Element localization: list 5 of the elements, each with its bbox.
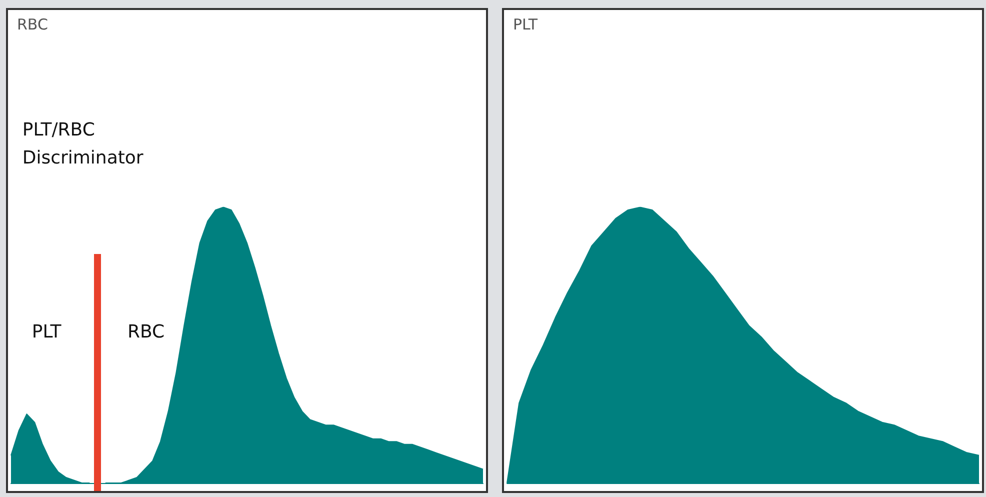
text: PLT/RBC Discriminator	[22, 119, 144, 168]
text: RBC	[17, 16, 48, 34]
annotation: PLT	[32, 321, 62, 342]
text: RBC	[128, 321, 165, 342]
chart-title: PLT	[513, 16, 538, 34]
